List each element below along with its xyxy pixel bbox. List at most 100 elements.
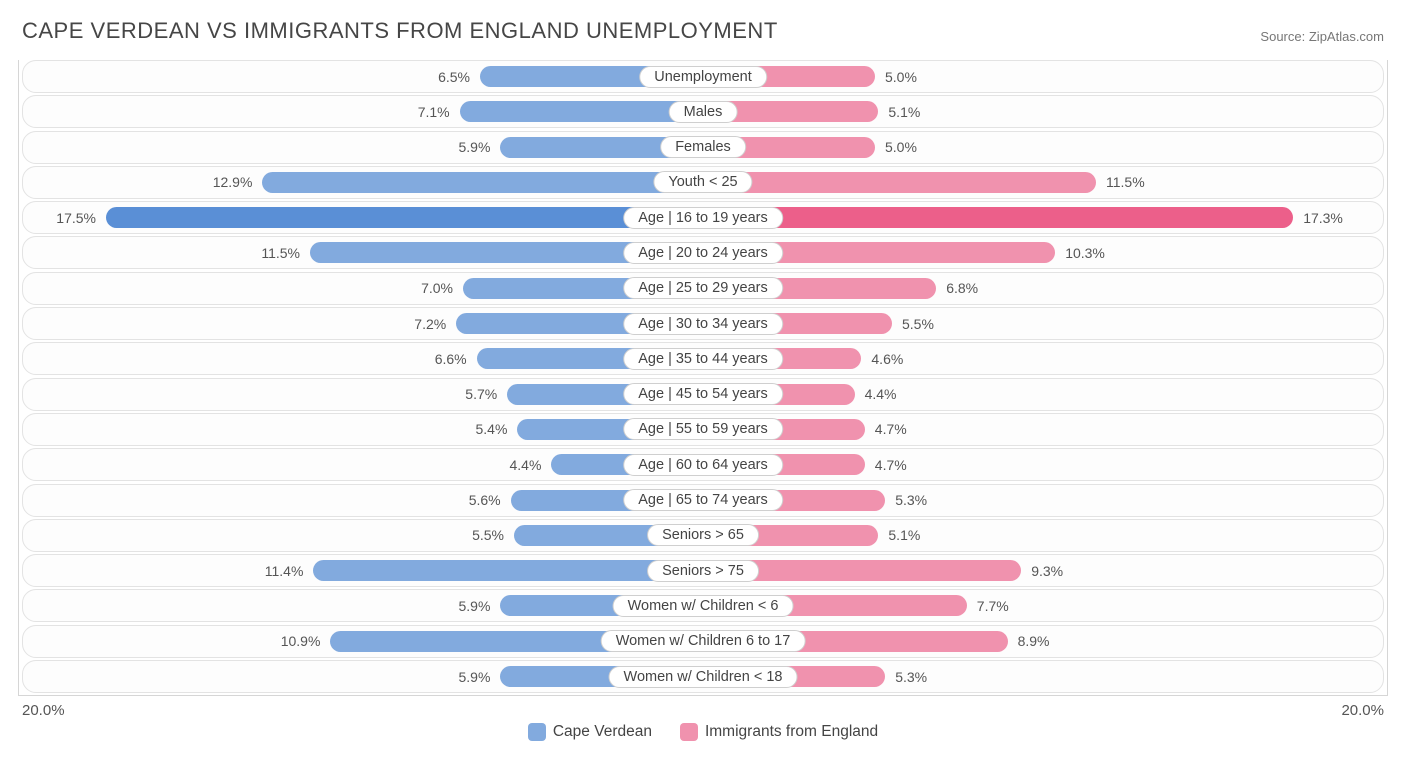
right-value: 5.1% — [880, 104, 928, 120]
left-value: 6.6% — [427, 351, 475, 367]
right-half: 4.7% — [703, 414, 1383, 445]
right-half: 11.5% — [703, 167, 1383, 198]
legend: Cape Verdean Immigrants from England — [0, 719, 1406, 741]
right-half: 5.0% — [703, 61, 1383, 92]
left-half: 11.4% — [23, 555, 703, 586]
chart-row: 5.9% 7.7% Women w/ Children < 6 — [22, 589, 1384, 622]
right-value: 5.3% — [887, 669, 935, 685]
chart-row: 4.4% 4.7% Age | 60 to 64 years — [22, 448, 1384, 481]
left-value: 5.9% — [450, 139, 498, 155]
category-label: Age | 35 to 44 years — [623, 348, 783, 370]
category-label: Age | 16 to 19 years — [623, 207, 783, 229]
x-axis: 20.0% 20.0% — [0, 696, 1406, 719]
left-bar — [460, 101, 701, 122]
category-label: Females — [660, 136, 746, 158]
category-label: Age | 25 to 29 years — [623, 277, 783, 299]
left-half: 17.5% — [23, 202, 703, 233]
right-value: 10.3% — [1057, 245, 1113, 261]
right-half: 9.3% — [703, 555, 1383, 586]
left-half: 5.9% — [23, 661, 703, 692]
left-value: 5.9% — [450, 598, 498, 614]
right-value: 4.7% — [867, 421, 915, 437]
left-half: 5.9% — [23, 590, 703, 621]
chart-row: 6.6% 4.6%Age | 35 to 44 years — [22, 342, 1384, 375]
right-bar — [705, 172, 1096, 193]
category-label: Age | 30 to 34 years — [623, 313, 783, 335]
left-half: 5.5% — [23, 520, 703, 551]
left-half: 7.2% — [23, 308, 703, 339]
axis-left-max: 20.0% — [22, 702, 65, 719]
chart-row: 12.9%11.5%Youth < 25 — [22, 166, 1384, 199]
right-value: 4.7% — [867, 457, 915, 473]
right-value: 6.8% — [938, 280, 986, 296]
chart-row: 10.9%8.9%Women w/ Children 6 to 17 — [22, 625, 1384, 658]
right-half: 5.3% — [703, 661, 1383, 692]
chart-row: 5.9% 5.0% Females — [22, 131, 1384, 164]
left-half: 4.4% — [23, 449, 703, 480]
right-half: 7.7% — [703, 590, 1383, 621]
legend-left-label: Cape Verdean — [553, 723, 652, 741]
legend-item-left: Cape Verdean — [528, 723, 652, 741]
category-label: Age | 65 to 74 years — [623, 489, 783, 511]
right-value: 9.3% — [1023, 563, 1071, 579]
source-label: Source: — [1260, 29, 1305, 44]
right-half: 10.3% — [703, 237, 1383, 268]
right-value: 5.1% — [880, 527, 928, 543]
right-half: 17.3% — [703, 202, 1383, 233]
right-half: 5.0% — [703, 132, 1383, 163]
left-half: 7.0% — [23, 273, 703, 304]
source-attribution: Source: ZipAtlas.com — [1260, 29, 1384, 44]
left-value: 5.4% — [467, 421, 515, 437]
right-half: 5.1% — [703, 96, 1383, 127]
chart-row: 7.0% 6.8% Age | 25 to 29 years — [22, 272, 1384, 305]
chart-title: CAPE VERDEAN VS IMMIGRANTS FROM ENGLAND … — [22, 18, 778, 44]
right-half: 4.4% — [703, 379, 1383, 410]
chart-row: 5.5% 5.1% Seniors > 65 — [22, 519, 1384, 552]
chart-row: 11.5% 10.3% Age | 20 to 24 years — [22, 236, 1384, 269]
left-half: 5.9% — [23, 132, 703, 163]
right-value: 5.0% — [877, 139, 925, 155]
right-half: 5.1% — [703, 520, 1383, 551]
swatch-right — [680, 723, 698, 741]
right-bar — [705, 207, 1293, 228]
category-label: Seniors > 65 — [647, 524, 759, 546]
chart-row: 5.9%5.3%Women w/ Children < 18 — [22, 660, 1384, 693]
chart-row: 5.6%5.3%Age | 65 to 74 years — [22, 484, 1384, 517]
left-bar — [313, 560, 701, 581]
right-half: 4.6% — [703, 343, 1383, 374]
header: CAPE VERDEAN VS IMMIGRANTS FROM ENGLAND … — [0, 0, 1406, 54]
left-value: 7.1% — [410, 104, 458, 120]
right-value: 5.3% — [887, 492, 935, 508]
left-value: 11.4% — [257, 563, 312, 579]
right-value: 11.5% — [1098, 174, 1153, 190]
left-half: 6.6% — [23, 343, 703, 374]
left-half: 7.1% — [23, 96, 703, 127]
left-value: 5.7% — [457, 386, 505, 402]
left-half: 12.9% — [23, 167, 703, 198]
right-value: 7.7% — [969, 598, 1017, 614]
swatch-left — [528, 723, 546, 741]
category-label: Women w/ Children < 6 — [613, 595, 794, 617]
right-value: 8.9% — [1010, 633, 1058, 649]
left-half: 5.4% — [23, 414, 703, 445]
category-label: Age | 20 to 24 years — [623, 242, 783, 264]
right-half: 4.7% — [703, 449, 1383, 480]
category-label: Age | 60 to 64 years — [623, 454, 783, 476]
chart-row: 6.5%5.0%Unemployment — [22, 60, 1384, 93]
chart-row: 17.5% 17.3%Age | 16 to 19 years — [22, 201, 1384, 234]
right-half: 5.5% — [703, 308, 1383, 339]
left-value: 12.9% — [205, 174, 261, 190]
chart-row: 5.4%4.7%Age | 55 to 59 years — [22, 413, 1384, 446]
right-value: 5.0% — [877, 69, 925, 85]
left-value: 4.4% — [501, 457, 549, 473]
right-value: 4.4% — [857, 386, 905, 402]
right-half: 6.8% — [703, 273, 1383, 304]
left-value: 17.5% — [48, 210, 104, 226]
left-half: 5.7% — [23, 379, 703, 410]
left-value: 11.5% — [253, 245, 308, 261]
left-value: 5.9% — [450, 669, 498, 685]
left-value: 7.0% — [413, 280, 461, 296]
chart-row: 7.2%5.5%Age | 30 to 34 years — [22, 307, 1384, 340]
left-bar — [106, 207, 701, 228]
axis-right-max: 20.0% — [1341, 702, 1384, 719]
